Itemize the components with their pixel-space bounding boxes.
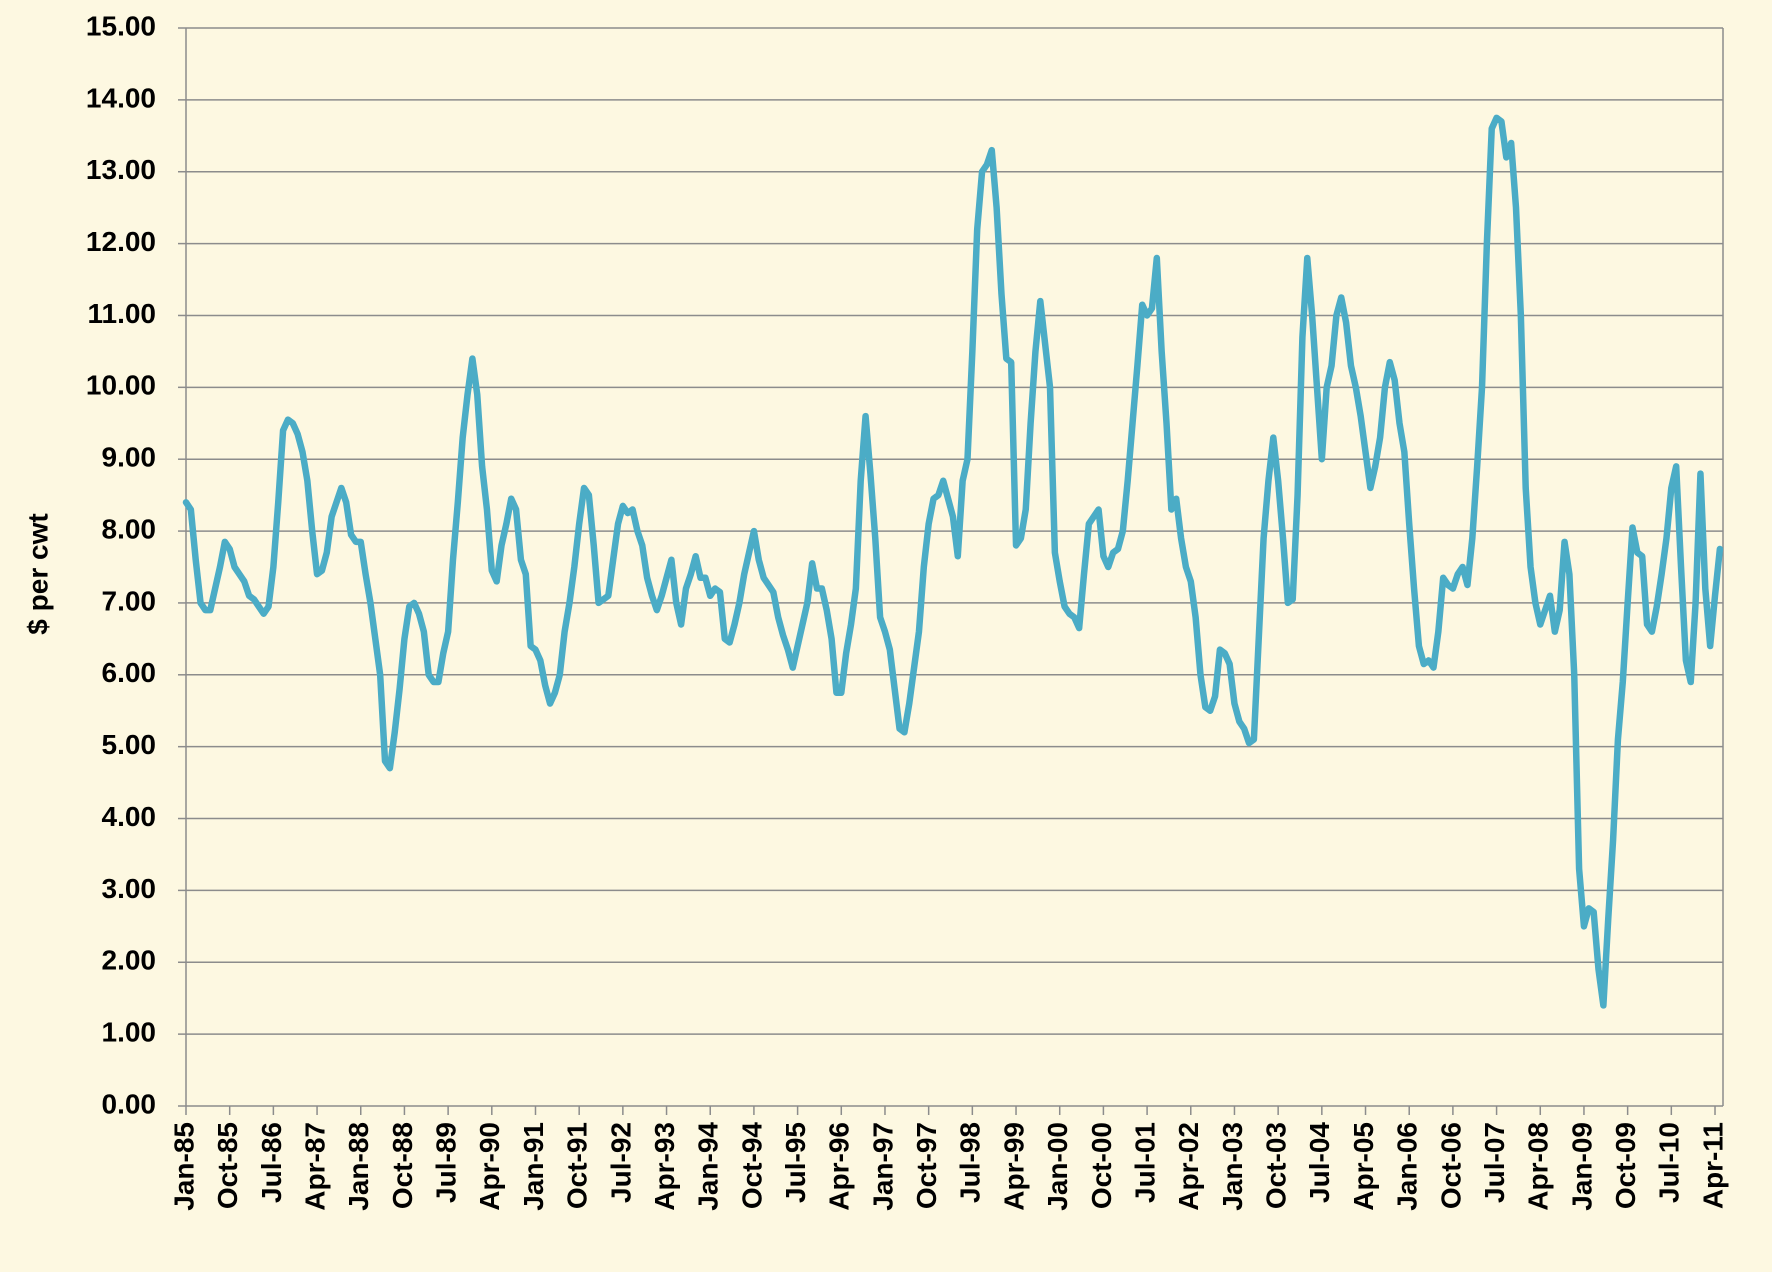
- x-tick-label: Apr-11: [1697, 1122, 1728, 1209]
- y-tick-label: 6.00: [102, 657, 157, 688]
- y-tick-label: 5.00: [102, 729, 157, 760]
- x-tick-label: Apr-05: [1348, 1122, 1379, 1211]
- y-tick-label: 14.00: [86, 82, 156, 113]
- x-tick-label: Jan-88: [343, 1122, 374, 1211]
- x-tick-label: Apr-90: [474, 1122, 505, 1211]
- y-tick-label: 4.00: [102, 801, 157, 832]
- x-tick-label: Oct-00: [1086, 1122, 1117, 1209]
- y-tick-label: 10.00: [86, 370, 156, 401]
- y-tick-label: 13.00: [86, 154, 156, 185]
- x-tick-label: Jul-04: [1304, 1122, 1335, 1203]
- x-tick-label: Jul-98: [955, 1122, 986, 1203]
- x-tick-label: Oct-91: [562, 1122, 593, 1209]
- x-tick-label: Jul-92: [605, 1122, 636, 1203]
- y-tick-label: 3.00: [102, 873, 157, 904]
- x-tick-label: Apr-93: [649, 1122, 680, 1211]
- y-tick-label: 1.00: [102, 1017, 157, 1048]
- x-tick-label: Jul-86: [256, 1122, 287, 1203]
- x-tick-label: Jan-91: [518, 1122, 549, 1211]
- x-tick-label: Oct-94: [736, 1122, 767, 1210]
- x-tick-label: Jan-94: [693, 1122, 724, 1211]
- x-tick-label: Oct-06: [1435, 1122, 1466, 1209]
- y-tick-label: 12.00: [86, 226, 156, 257]
- x-tick-label: Jul-01: [1129, 1122, 1160, 1203]
- x-tick-label: Jan-06: [1392, 1122, 1423, 1211]
- y-tick-label: 11.00: [87, 298, 156, 329]
- x-tick-label: Oct-09: [1610, 1122, 1641, 1209]
- y-tick-label: 0.00: [102, 1088, 157, 1119]
- x-tick-label: Apr-08: [1523, 1122, 1554, 1211]
- x-tick-label: Oct-03: [1261, 1122, 1292, 1209]
- x-tick-label: Jan-85: [168, 1122, 199, 1211]
- x-tick-label: Jul-89: [431, 1122, 462, 1203]
- x-tick-label: Oct-85: [212, 1122, 243, 1209]
- y-axis-label: $ per cwt: [22, 513, 53, 634]
- x-tick-label: Apr-99: [998, 1122, 1029, 1211]
- y-tick-label: 2.00: [102, 945, 157, 976]
- y-tick-label: 8.00: [102, 513, 157, 544]
- data-line: [182, 114, 1724, 1009]
- x-tick-label: Jul-95: [780, 1122, 811, 1203]
- y-tick-label: 15.00: [86, 10, 156, 41]
- x-tick-label: Jan-97: [867, 1122, 898, 1211]
- x-tick-label: Jan-03: [1217, 1122, 1248, 1211]
- x-tick-label: Jan-09: [1566, 1122, 1597, 1211]
- y-tick-label: 9.00: [102, 442, 157, 473]
- x-tick-label: Apr-87: [299, 1122, 330, 1211]
- x-tick-label: Oct-97: [911, 1122, 942, 1209]
- x-tick-label: Apr-02: [1173, 1122, 1204, 1211]
- x-tick-label: Jul-10: [1654, 1122, 1685, 1203]
- x-tick-label: Apr-96: [824, 1122, 855, 1211]
- x-tick-label: Jan-00: [1042, 1122, 1073, 1211]
- x-tick-label: Jul-07: [1479, 1122, 1510, 1203]
- x-tick-label: Oct-88: [387, 1122, 418, 1209]
- y-tick-label: 7.00: [102, 585, 157, 616]
